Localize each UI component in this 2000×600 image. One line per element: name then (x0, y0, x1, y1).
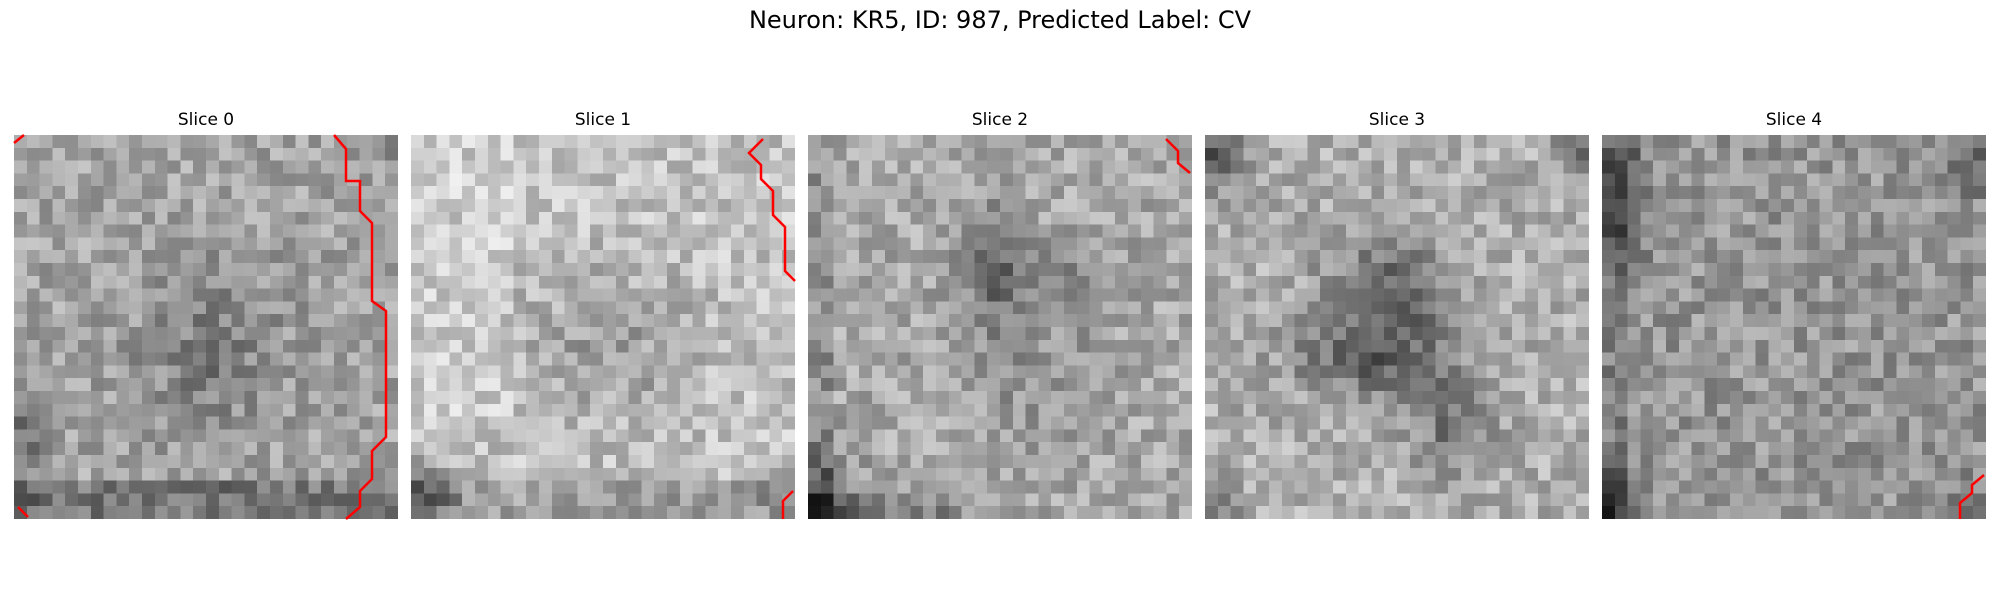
contour-line (1165, 138, 1191, 174)
slice-image (1602, 135, 1986, 519)
slice-image (411, 135, 795, 519)
roi-contour (747, 138, 796, 519)
contour-line (13, 134, 25, 144)
contour-line (17, 506, 29, 518)
contour-line (747, 138, 796, 282)
slice-title: Slice 1 (574, 110, 632, 130)
slice-image (1205, 135, 1589, 519)
contour-line (1958, 474, 1985, 519)
contour-line (333, 134, 388, 520)
roi-contour (1958, 474, 1985, 519)
slice-title: Slice 0 (177, 110, 235, 130)
slice-title: Slice 2 (971, 110, 1029, 130)
roi-contour (13, 134, 388, 520)
slice-image (808, 135, 1192, 519)
slice-image (14, 135, 398, 519)
figure-title: Neuron: KR5, ID: 987, Predicted Label: C… (748, 6, 1252, 34)
contour-line (781, 490, 794, 519)
slice-title: Slice 3 (1368, 110, 1426, 130)
slice-title: Slice 4 (1765, 110, 1823, 130)
roi-contour (1165, 138, 1191, 174)
